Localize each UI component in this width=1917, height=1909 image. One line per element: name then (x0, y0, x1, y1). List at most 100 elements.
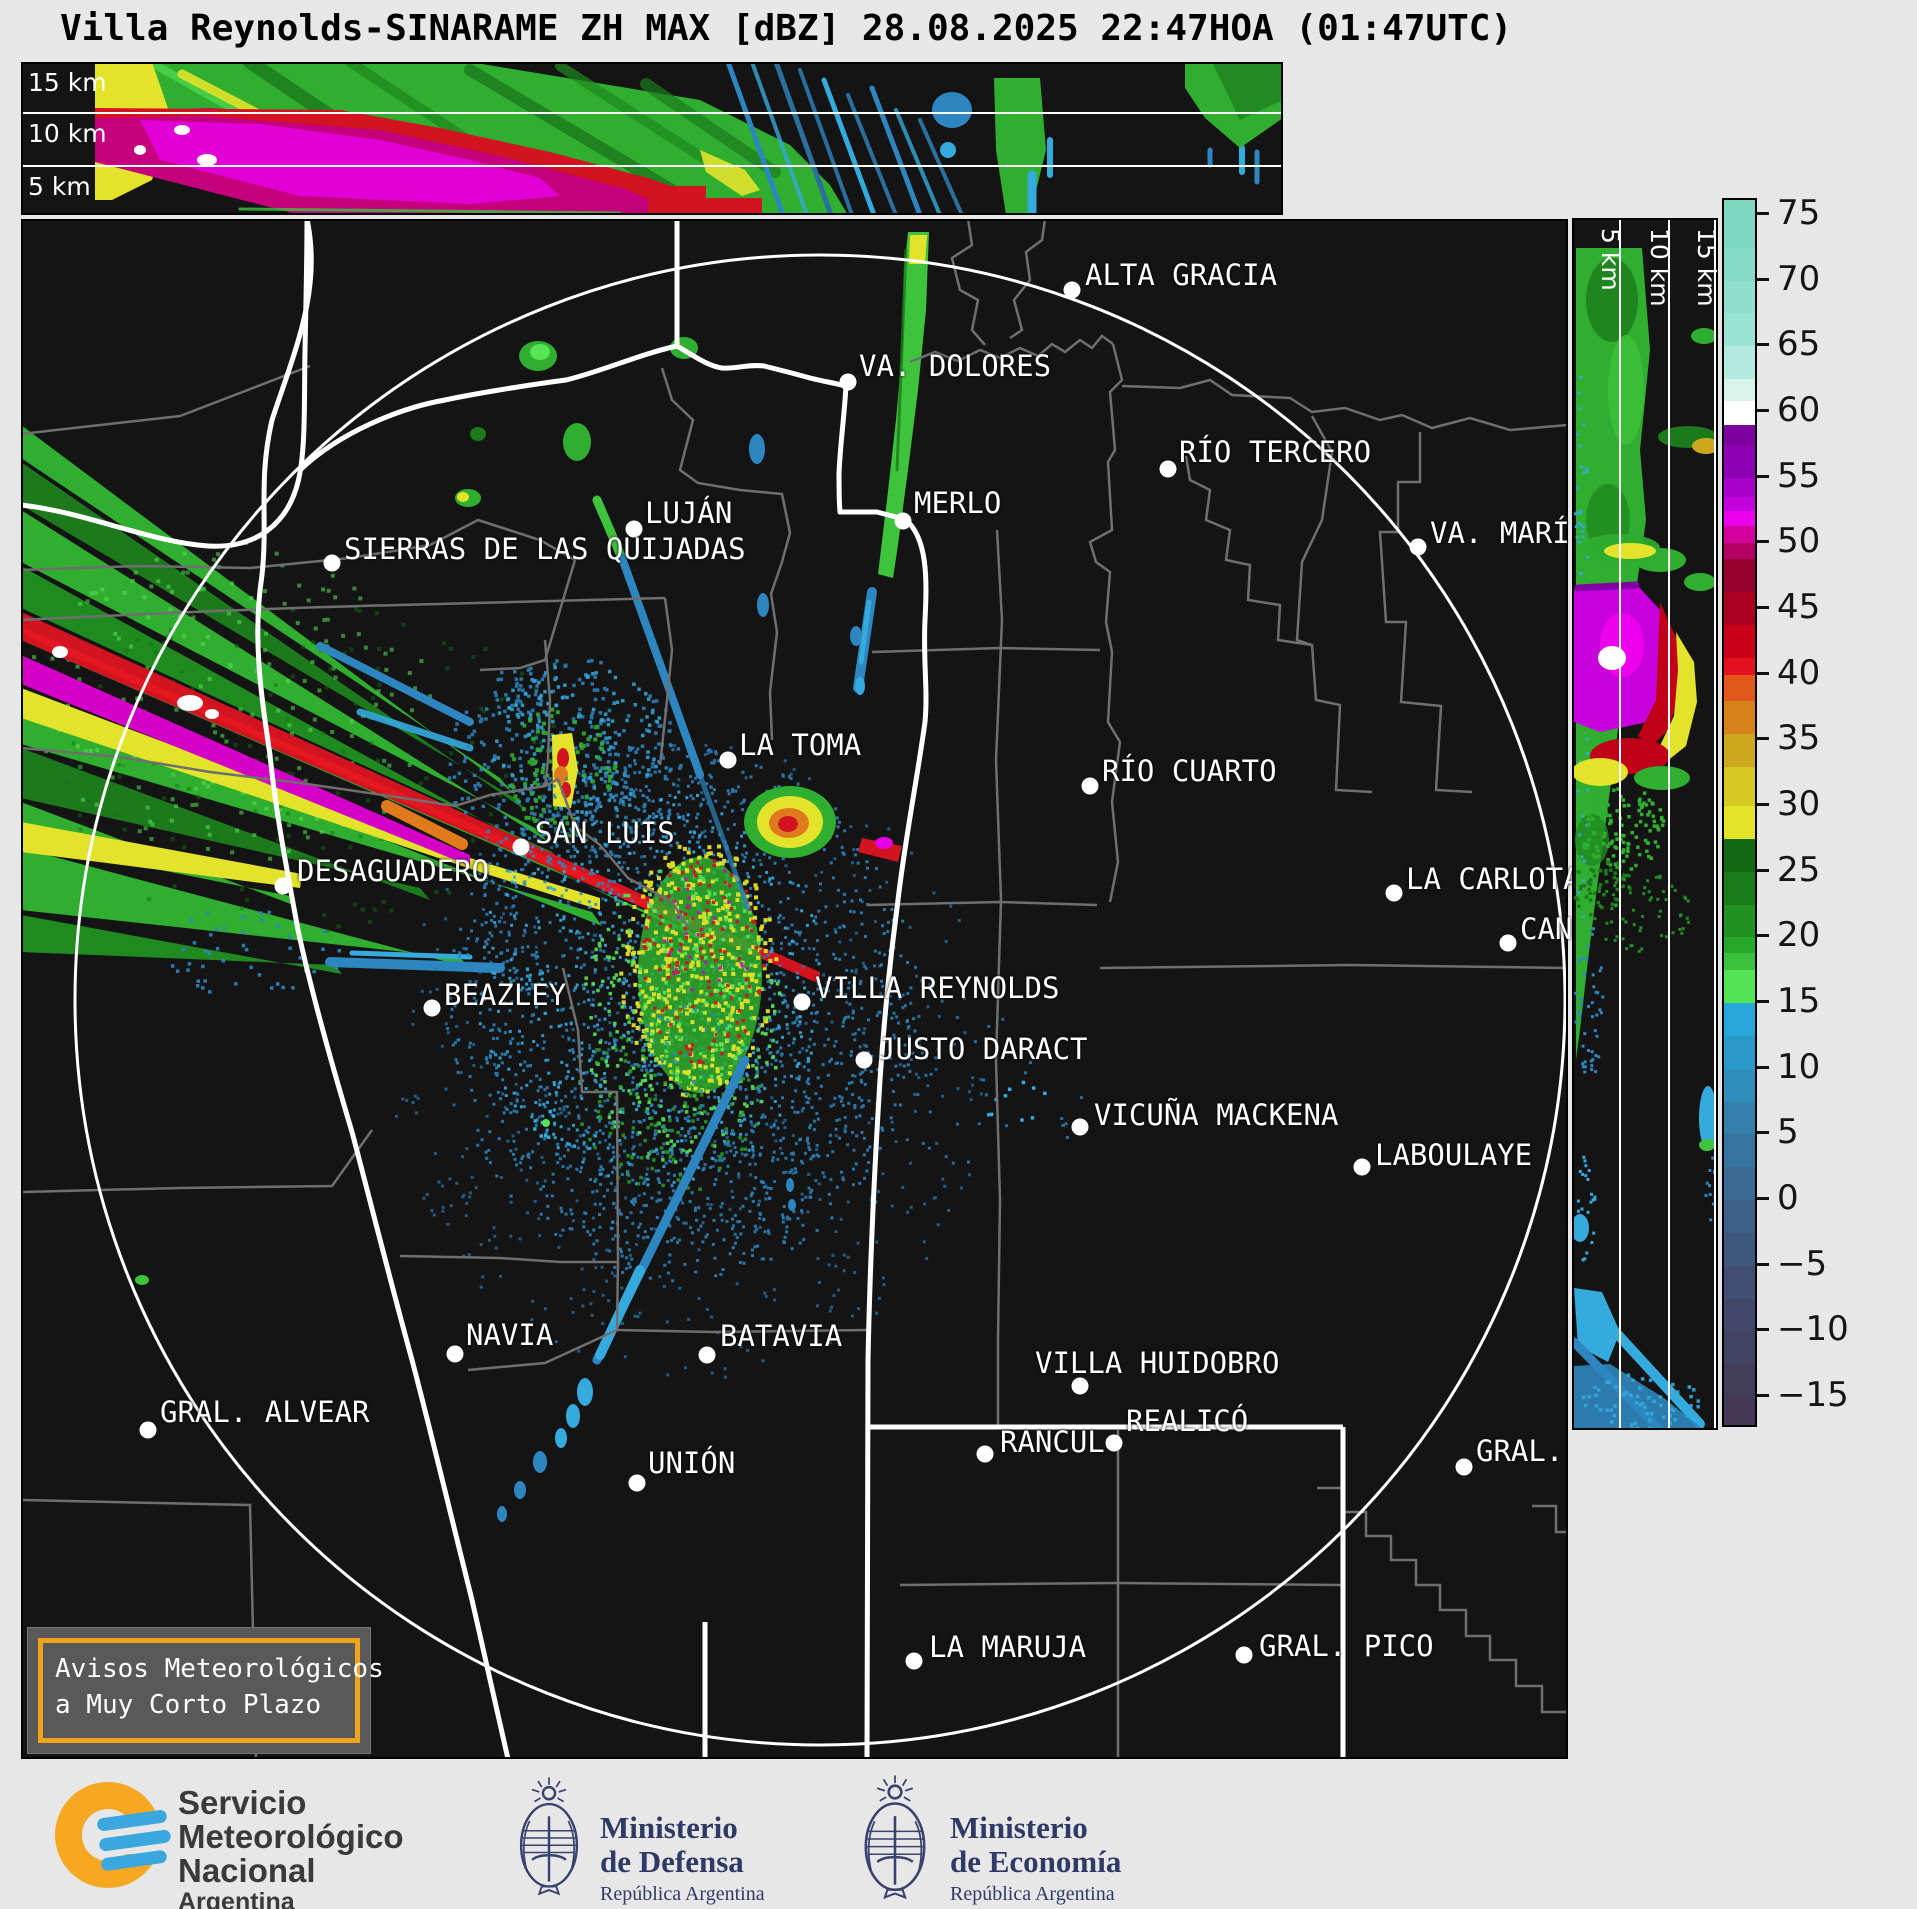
colorbar-segment (1724, 200, 1755, 249)
colorbar-segment (1724, 401, 1755, 426)
city-dot (719, 751, 737, 769)
department-border (23, 364, 311, 436)
city-dot (512, 838, 530, 856)
colorbar-segment (1724, 313, 1755, 347)
city-dot (905, 1652, 923, 1670)
colorbar-tick (1757, 1197, 1769, 1201)
city-label: REALICÓ (1126, 1404, 1249, 1438)
city-label: VA. DOLORES (859, 349, 1052, 383)
department-border (658, 597, 674, 766)
colorbar-segment (1724, 806, 1755, 840)
department-border (994, 529, 1004, 1428)
city-label: SIERRAS DE LAS QUIJADAS (344, 532, 746, 566)
smn-logo-c-icon (55, 1782, 172, 1888)
department-border (899, 1581, 1344, 1587)
colorbar-tick-label: 70 (1777, 258, 1821, 299)
city-dot (1409, 538, 1427, 556)
city-dot (139, 1421, 157, 1439)
colorbar-tick-label: 40 (1777, 652, 1821, 693)
city-label: SAN LUIS (535, 816, 675, 850)
city-label: RÍO TERCERO (1179, 435, 1372, 469)
department-border (871, 646, 1101, 654)
colorbar-segment (1724, 1134, 1755, 1168)
city-dot (793, 993, 811, 1011)
city-dot (1063, 281, 1081, 299)
height-axis-label: 10 km (1645, 228, 1674, 307)
ministry-sub: República Argentina (950, 1883, 1115, 1905)
colorbar-segment (1724, 937, 1755, 954)
warning-line-1: Avisos Meteorológicos (55, 1654, 384, 1684)
city-dot (1235, 1646, 1253, 1664)
colorbar-tick (1757, 1065, 1769, 1069)
city-label: LA TOMA (739, 728, 862, 762)
warning-line-2: a Muy Corto Plazo (55, 1690, 322, 1720)
city-dot (423, 999, 441, 1017)
department-border (1317, 1486, 1566, 1714)
colorbar-tick-label: −5 (1777, 1243, 1828, 1284)
province-border (864, 517, 929, 1757)
department-border (660, 367, 792, 741)
colorbar-tick-label: 25 (1777, 849, 1821, 890)
colorbar-segment (1724, 904, 1755, 939)
ministry-name: de Economía (950, 1844, 1122, 1879)
right-cross-section-panel: 5 km 10 km 15 km (1572, 218, 1721, 1430)
colorbar-segment (1724, 497, 1755, 512)
department-border (23, 746, 559, 808)
colorbar-segment (1724, 444, 1755, 479)
city-dot (1455, 1458, 1473, 1476)
colorbar-tick-label: 45 (1777, 587, 1821, 627)
colorbar-tick (1757, 474, 1769, 478)
colorbar-segment (1724, 1101, 1755, 1136)
ministry-defensa-block: Ministerio de Defensa República Argentin… (600, 1811, 765, 1906)
colorbar-segment (1724, 953, 1755, 971)
colorbar-segment (1724, 700, 1755, 735)
ministry-economia-block: Ministerio de Economía República Argenti… (950, 1811, 1121, 1906)
colorbar-tick (1757, 1000, 1769, 1004)
coat-of-arms-icon (512, 1775, 586, 1901)
city-label: LABOULAYE (1375, 1138, 1533, 1172)
city-label: RANCUL (1000, 1425, 1105, 1459)
city-label: LA CARLOTA (1406, 862, 1581, 896)
colorbar-tick-label: 10 (1777, 1046, 1821, 1087)
smn-name-line: Servicio (178, 1784, 307, 1821)
altitude-axis-label: 10 km (28, 119, 107, 148)
city-label: ALTA GRACIA (1085, 258, 1278, 292)
colorbar-segment (1724, 1068, 1755, 1103)
height-axis-label: 5 km (1596, 228, 1625, 291)
department-border (561, 967, 620, 1331)
right-cross-section-plot (1574, 220, 1716, 1428)
colorbar-segment (1724, 247, 1755, 282)
city-dot (274, 877, 292, 895)
colorbar-segment (1724, 280, 1755, 315)
colorbar-segment (1724, 674, 1755, 702)
city-label: VA. MARÍ (1430, 516, 1570, 550)
page-title: Villa Reynolds-SINARAME ZH MAX [dBZ] 28.… (60, 8, 1513, 49)
colorbar-segment (1724, 477, 1755, 499)
ministry-name: Ministerio (600, 1810, 738, 1845)
city-label: GRAL. ALVEAR (160, 1395, 370, 1429)
city-dot (855, 1051, 873, 1069)
colorbar-segment (1724, 543, 1755, 560)
colorbar-tick (1757, 343, 1769, 347)
main-map-panel: ALTA GRACIA VA. DOLORES RÍO TERCERO MERLO LU… (21, 219, 1581, 1759)
colorbar-tick (1757, 540, 1769, 544)
smn-name-line: Meteorológico (178, 1818, 404, 1855)
city-label: MERLO (914, 486, 1002, 520)
colorbar-segment (1724, 733, 1755, 768)
city-dot (1499, 934, 1517, 952)
colorbar-tick (1757, 211, 1769, 215)
city-label: GRAL. (1476, 1434, 1564, 1468)
colorbar-tick-label: 15 (1777, 981, 1821, 1022)
warning-box[interactable]: Avisos Meteorológicos a Muy Corto Plazo (27, 1627, 384, 1754)
city-label: VICUÑA MACKENA (1094, 1098, 1339, 1132)
ministry-sub: República Argentina (600, 1883, 765, 1905)
range-ring-circle (73, 253, 1566, 1747)
department-border (1295, 415, 1373, 794)
colorbar-segment (1724, 591, 1755, 626)
department-border (1378, 432, 1473, 794)
department-border (866, 900, 1098, 907)
colorbar-segment (1724, 970, 1755, 1004)
city-label: CAN (1520, 912, 1573, 946)
city-dot (1159, 460, 1177, 478)
height-axis-label: 15 km (1692, 228, 1721, 307)
